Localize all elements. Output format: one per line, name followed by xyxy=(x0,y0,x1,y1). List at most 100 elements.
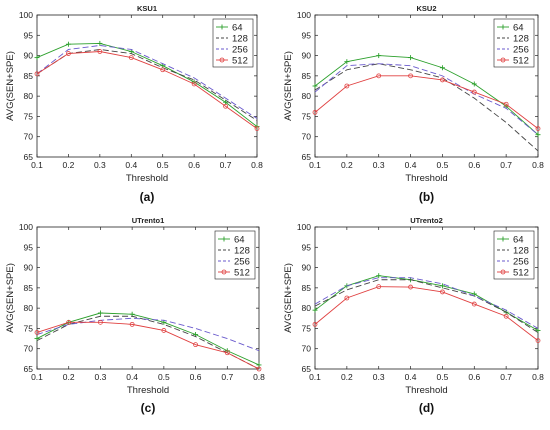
series-line-128 xyxy=(314,279,539,333)
x-tick-label: 0.4 xyxy=(125,160,137,170)
data-point xyxy=(97,49,103,54)
x-tick-label: 0.6 xyxy=(468,372,480,382)
series-line-256 xyxy=(314,63,539,136)
series-line-64 xyxy=(36,312,260,366)
y-tick-label: 85 xyxy=(24,283,34,293)
x-tick-label: 0.4 xyxy=(126,372,138,382)
x-tick-label: 0.2 xyxy=(341,160,353,170)
series-line-128 xyxy=(36,315,260,370)
y-tick-label: 65 xyxy=(24,364,34,374)
series-line-256 xyxy=(36,44,258,119)
x-tick-label: 0.7 xyxy=(220,160,232,170)
data-point xyxy=(312,307,318,313)
data-point xyxy=(65,41,71,47)
data-point xyxy=(376,284,382,290)
data-point xyxy=(66,319,72,325)
legend-marker xyxy=(500,57,506,63)
y-tick-label: 90 xyxy=(302,51,312,61)
y-tick-label: 95 xyxy=(302,242,312,252)
chart-title: KSU2 xyxy=(416,4,436,13)
data-point xyxy=(98,319,103,325)
y-axis-label: AVG(SEN+SPE) xyxy=(283,263,294,333)
legend-label: 128 xyxy=(513,246,529,257)
x-tick-label: 0.1 xyxy=(309,160,321,170)
x-tick-label: 0.3 xyxy=(373,160,385,170)
y-tick-label: 70 xyxy=(24,132,34,142)
legend-label: 512 xyxy=(513,268,529,279)
x-tick-label: 0.5 xyxy=(158,372,170,382)
data-point xyxy=(312,109,318,115)
y-axis-label: AVG(SEN+SPE) xyxy=(5,263,16,333)
data-point xyxy=(193,342,198,348)
data-point xyxy=(191,81,197,87)
x-axis-label: Threshold xyxy=(127,385,169,396)
data-point xyxy=(408,284,413,290)
panel-label: (b) xyxy=(419,190,434,204)
data-point xyxy=(128,55,134,60)
legend-label: 64 xyxy=(513,235,524,246)
series-line-512 xyxy=(314,286,539,341)
data-point xyxy=(161,328,167,333)
data-point xyxy=(344,295,350,301)
data-point xyxy=(224,350,230,356)
data-point xyxy=(223,103,228,109)
y-tick-label: 95 xyxy=(24,242,34,252)
data-point xyxy=(254,126,260,132)
x-tick-label: 0.6 xyxy=(468,160,480,170)
data-point xyxy=(471,81,477,87)
chart-title: KSU1 xyxy=(137,4,157,13)
data-point xyxy=(440,77,445,83)
y-axis-label: AVG(SEN+SPE) xyxy=(283,51,294,121)
data-point xyxy=(344,59,350,65)
y-tick-label: 70 xyxy=(302,132,312,142)
x-tick-label: 0.8 xyxy=(532,160,544,170)
legend-label: 512 xyxy=(232,56,248,67)
y-tick-label: 90 xyxy=(302,263,312,273)
y-tick-label: 65 xyxy=(302,364,312,374)
data-point xyxy=(439,283,445,289)
data-point xyxy=(312,83,318,89)
data-point xyxy=(129,321,135,327)
y-tick-label: 100 xyxy=(19,222,33,232)
series-line-64 xyxy=(314,275,539,331)
x-tick-label: 0.5 xyxy=(157,160,169,170)
panel-label: (c) xyxy=(141,401,156,415)
x-tick-label: 0.3 xyxy=(94,160,106,170)
legend-label: 512 xyxy=(513,56,529,67)
data-point xyxy=(535,327,541,333)
y-tick-label: 75 xyxy=(302,111,312,121)
legend-label: 64 xyxy=(232,23,243,34)
y-tick-label: 80 xyxy=(302,303,312,313)
data-point xyxy=(160,67,166,73)
data-point xyxy=(440,289,445,295)
data-point xyxy=(376,73,382,79)
x-tick-label: 0.1 xyxy=(309,372,321,382)
x-tick-label: 0.4 xyxy=(405,372,417,382)
y-tick-label: 85 xyxy=(302,71,312,81)
x-tick-label: 0.3 xyxy=(373,372,385,382)
data-point xyxy=(503,101,509,107)
y-tick-label: 95 xyxy=(302,30,312,40)
series-line-256 xyxy=(36,317,260,352)
x-tick-label: 0.5 xyxy=(437,160,449,170)
data-point xyxy=(66,51,71,56)
x-axis-label: Threshold xyxy=(126,173,168,184)
x-tick-label: 0.1 xyxy=(31,160,43,170)
y-tick-label: 70 xyxy=(302,344,312,354)
chart-panel-2: 0.1 0.2 0.3 0.4 0.5 0.6 0.7 0.8 65 70 75 80 85 90 95 10… xyxy=(283,4,544,204)
data-point xyxy=(439,65,445,71)
x-tick-label: 0.2 xyxy=(63,160,75,170)
x-tick-label: 0.7 xyxy=(500,160,512,170)
legend-label: 256 xyxy=(513,45,529,56)
legend-label: 64 xyxy=(234,235,245,246)
data-point xyxy=(34,330,40,335)
series-line-64 xyxy=(36,42,258,127)
y-tick-label: 95 xyxy=(24,30,34,40)
series-line-256 xyxy=(314,277,539,329)
y-tick-label: 85 xyxy=(302,283,312,293)
series-line-512 xyxy=(314,75,539,129)
